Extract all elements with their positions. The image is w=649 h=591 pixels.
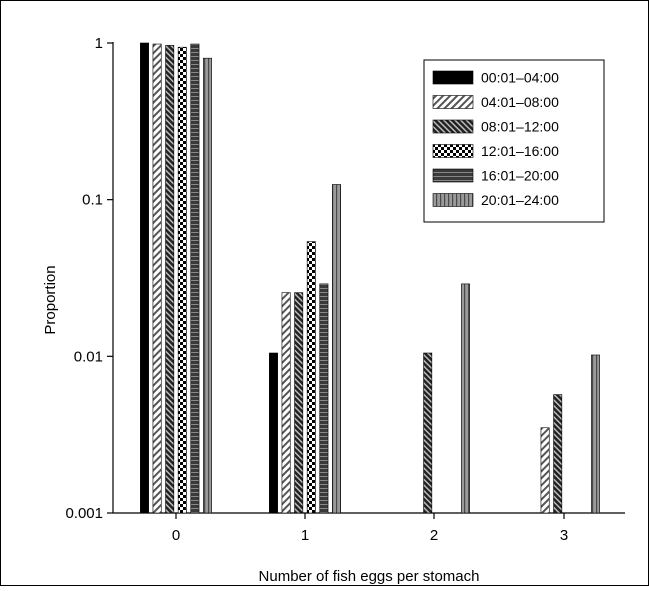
bar	[294, 292, 304, 514]
bar	[461, 283, 470, 514]
legend: 00:01–04:00 04:01–08:00 08:01–12:00 12:01–1…	[423, 59, 605, 223]
legend-label: 08:01–12:00	[481, 119, 559, 135]
bar	[553, 394, 563, 514]
bar	[319, 283, 329, 514]
bar	[165, 45, 175, 514]
legend-swatch	[432, 95, 474, 109]
legend-swatch	[432, 168, 474, 183]
x-tick-label: 0	[172, 527, 180, 544]
bar	[423, 352, 433, 514]
bar	[190, 43, 200, 514]
bar	[540, 427, 550, 514]
legend-swatch	[432, 119, 474, 134]
y-tick-label: 1	[95, 35, 103, 52]
bar	[152, 43, 162, 514]
bar	[306, 241, 316, 514]
bar	[591, 354, 600, 514]
legend-label: 04:01–08:00	[481, 94, 559, 110]
bar	[203, 57, 212, 514]
y-axis-label: Proportion	[42, 265, 59, 334]
x-tick-label: 1	[301, 527, 309, 544]
bar	[177, 46, 187, 514]
legend-swatch	[432, 70, 474, 85]
bar	[269, 352, 278, 514]
x-tick-label: 2	[430, 527, 438, 544]
legend-swatch	[432, 144, 474, 158]
bar	[140, 42, 149, 514]
y-tick-label: 0.001	[65, 505, 103, 522]
x-tick-label: 3	[560, 527, 568, 544]
ticks: 0.001 0.01 0.1 1 0 1 2 3	[65, 35, 568, 544]
legend-label: 16:01–20:00	[481, 168, 559, 184]
bars	[140, 42, 600, 514]
bar	[332, 184, 341, 514]
legend-swatch	[432, 193, 474, 207]
legend-label: 00:01–04:00	[481, 70, 559, 86]
y-tick-label: 0.1	[82, 192, 103, 209]
legend-label: 12:01–16:00	[481, 143, 559, 159]
bar	[281, 292, 291, 514]
x-axis-label: Number of fish eggs per stomach	[259, 568, 480, 585]
y-tick-label: 0.01	[74, 348, 103, 365]
legend-label: 20:01–24:00	[481, 192, 559, 208]
